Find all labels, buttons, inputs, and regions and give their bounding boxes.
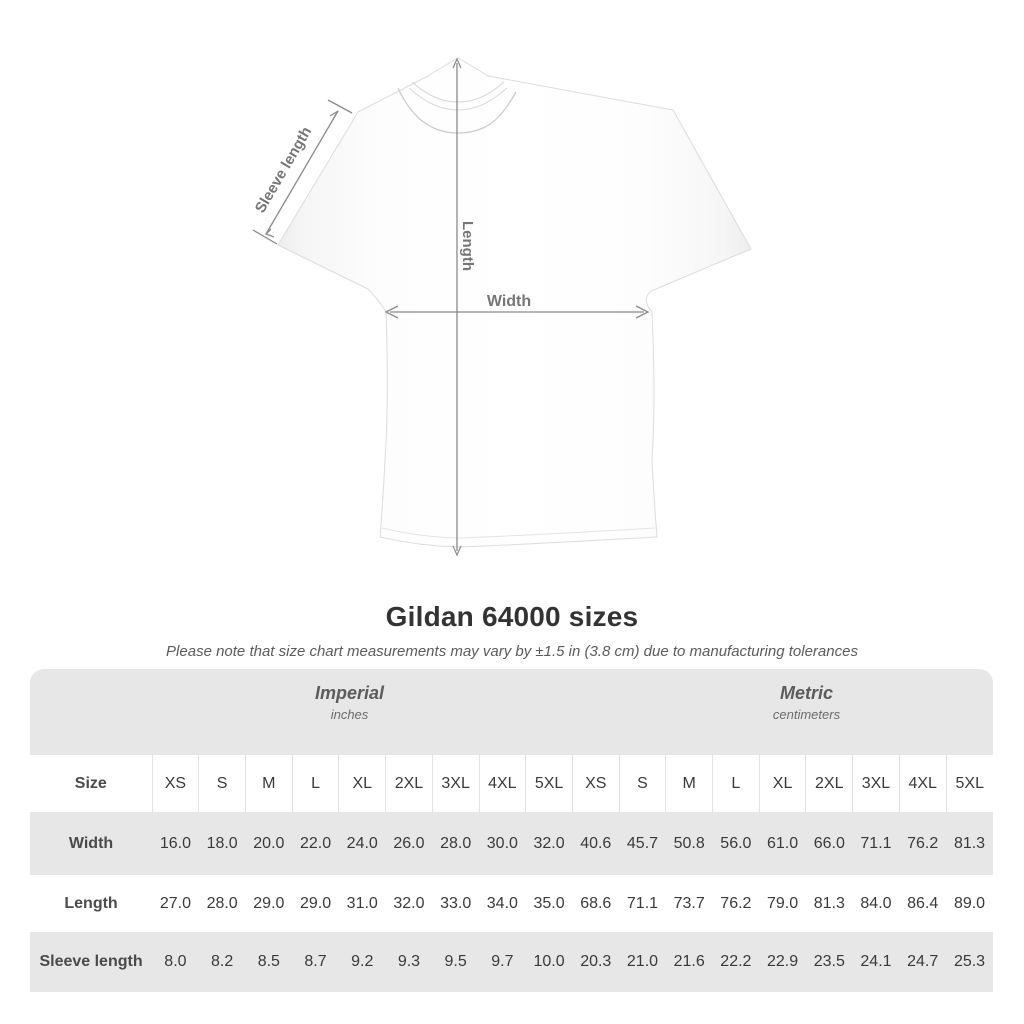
svg-text:Width: Width — [487, 293, 531, 310]
svg-text:Length: Length — [459, 221, 476, 271]
